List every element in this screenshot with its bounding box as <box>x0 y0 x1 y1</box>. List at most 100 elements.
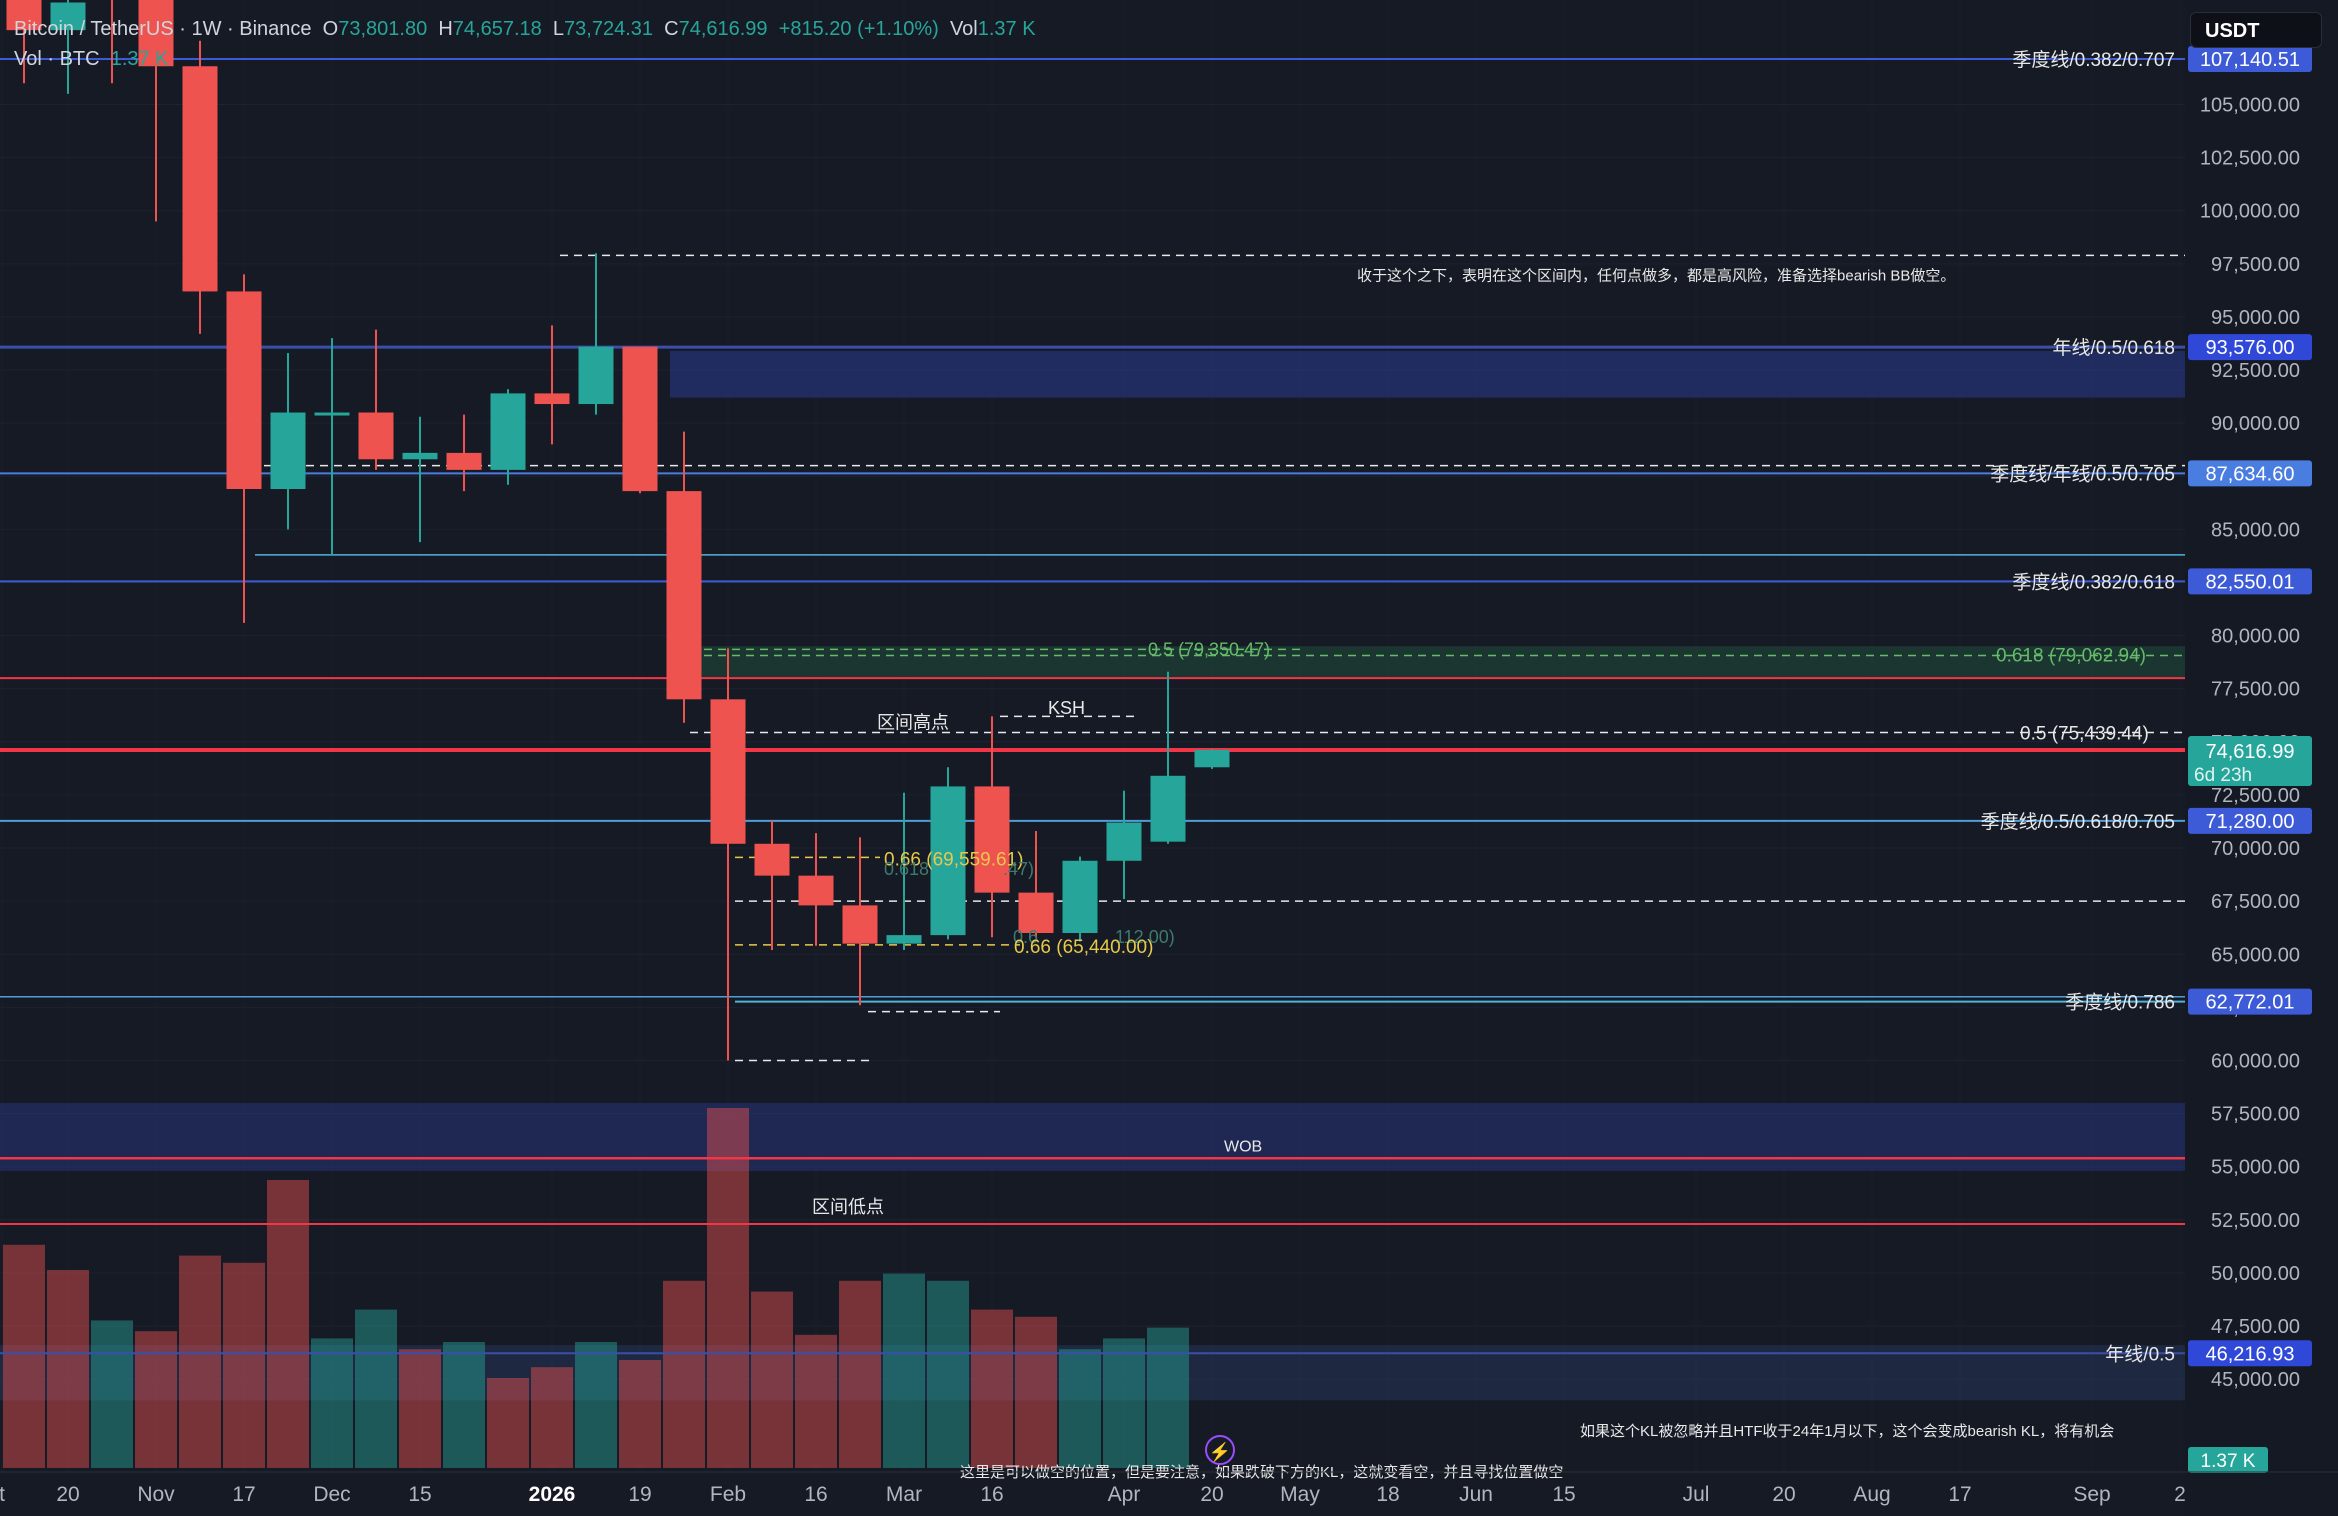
volume-indicator-value: 1.37 K <box>110 48 169 70</box>
price-tag[interactable] <box>2188 807 2312 834</box>
candle-body[interactable] <box>798 875 834 906</box>
volume-bar <box>707 1108 749 1468</box>
candle-body[interactable] <box>534 393 570 405</box>
price-tag[interactable] <box>2188 988 2312 1015</box>
candle-body[interactable] <box>402 452 438 460</box>
time-axis-label: Jun <box>1459 1483 1493 1506</box>
candle-body[interactable] <box>974 786 1010 893</box>
time-axis-label: Feb <box>710 1483 746 1506</box>
volume-bar <box>1103 1338 1145 1468</box>
price-axis-tick: 45,000.00 <box>2211 1369 2300 1391</box>
price-tag[interactable] <box>2188 568 2312 595</box>
yearly-zone-46k <box>0 1345 2185 1401</box>
price-tag[interactable] <box>2188 46 2312 73</box>
fib-0618-faded-label: 0.618 <box>884 859 929 879</box>
candle-body[interactable] <box>314 412 350 416</box>
volume-bar <box>47 1270 89 1468</box>
candle-body[interactable] <box>50 2 86 31</box>
currency-button[interactable]: USDT <box>2190 12 2322 48</box>
time-axis-label: Jul <box>1683 1483 1710 1506</box>
price-tag-value: 107,140.51 <box>2200 49 2300 71</box>
volume-bar <box>487 1378 529 1468</box>
flash-icon[interactable]: ⚡ <box>1205 1435 1235 1465</box>
level-label: 季度线/0.5/0.618/0.705 <box>1981 811 2175 833</box>
candle-body[interactable] <box>842 905 878 944</box>
price-axis-tick: 52,500.00 <box>2211 1210 2300 1232</box>
level-label: 年线/0.5 <box>2105 1343 2175 1365</box>
price-axis-tick: 50,000.00 <box>2211 1263 2300 1285</box>
wob-zone <box>0 1102 2185 1171</box>
candle-body[interactable] <box>138 0 174 67</box>
candle-body[interactable] <box>622 346 658 492</box>
candle-body[interactable] <box>1062 860 1098 934</box>
candle-body[interactable] <box>490 393 526 470</box>
time-axis-label: Aug <box>1853 1483 1890 1506</box>
price-tag-value: 71,280.00 <box>2206 811 2295 833</box>
symbol-label[interactable]: Bitcoin / TetherUS · 1W · Binance <box>14 18 312 40</box>
price-tag[interactable] <box>2188 460 2312 487</box>
time-axis-label: 16 <box>980 1483 1003 1506</box>
candle-body[interactable] <box>270 412 306 490</box>
ksh-label: KSH <box>1048 698 1085 718</box>
fib-06-faded-label: 0.6 <box>1013 927 1038 947</box>
candle-body[interactable] <box>182 66 218 292</box>
time-axis-label: 16 <box>804 1483 827 1506</box>
volume-row: Vol · BTC 1.37 K <box>14 44 1036 74</box>
time-axis-label: Dec <box>313 1483 350 1506</box>
fib-112-faded-label: 112.00) <box>1115 927 1175 947</box>
price-tag[interactable] <box>2188 1340 2312 1367</box>
time-axis-label: Sep <box>2073 1483 2110 1506</box>
candle-body[interactable] <box>930 786 966 936</box>
price-tag-value: 93,576.00 <box>2206 337 2295 359</box>
current-price-value: 74,616.99 <box>2206 741 2295 763</box>
price-tag[interactable] <box>2188 334 2312 361</box>
change-value: +815.20 (+1.10%) <box>778 18 939 40</box>
price-axis-tick: 77,500.00 <box>2211 679 2300 701</box>
level-label: 季度线/0.382/0.618 <box>2012 571 2175 593</box>
open-value: 73,801.80 <box>338 18 428 40</box>
price-tag-value: 62,772.01 <box>2206 992 2295 1014</box>
candle-body[interactable] <box>358 412 394 460</box>
candle-body[interactable] <box>754 843 790 876</box>
volume-bar <box>3 1244 45 1468</box>
volume-bar <box>135 1331 177 1468</box>
candle-body[interactable] <box>1018 892 1054 934</box>
volume-bar <box>179 1255 221 1468</box>
volume-bar <box>1015 1316 1057 1468</box>
candle-body[interactable] <box>1106 822 1142 861</box>
candle-body[interactable] <box>226 291 262 490</box>
volume-indicator-label[interactable]: Vol · BTC <box>14 48 100 70</box>
candle-body[interactable] <box>710 699 746 844</box>
fib-066-65440-label: 0.66 (65,440.00) <box>1014 937 1153 958</box>
volume-tag[interactable] <box>2188 1447 2268 1473</box>
volume-value: 1.37 K <box>977 18 1036 40</box>
chart-legend: Bitcoin / TetherUS · 1W · Binance O73,80… <box>14 14 1036 74</box>
volume-bar <box>531 1367 573 1468</box>
price-axis-tick: 65,000.00 <box>2211 944 2300 966</box>
volume-bar <box>399 1349 441 1468</box>
time-axis-label: May <box>1280 1483 1320 1506</box>
price-tag-value: 46,216.93 <box>2206 1343 2295 1365</box>
time-axis-label: 17 <box>232 1483 255 1506</box>
time-axis-label: Apr <box>1108 1483 1141 1506</box>
price-axis-tick: 70,000.00 <box>2211 838 2300 860</box>
time-axis-label: 2026 <box>529 1483 576 1506</box>
candle-body[interactable] <box>886 935 922 944</box>
current-price-tag[interactable] <box>2188 735 2312 786</box>
price-axis-tick: 105,000.00 <box>2200 94 2300 116</box>
ohlc-row: Bitcoin / TetherUS · 1W · Binance O73,80… <box>14 18 1036 40</box>
candle-body[interactable] <box>1150 775 1186 842</box>
low-value: 73,724.31 <box>564 18 653 40</box>
fib-zone-79k <box>690 646 2185 679</box>
volume-bar <box>267 1180 309 1468</box>
candle-body[interactable] <box>578 346 614 405</box>
fib-047-faded-label: .47) <box>1003 859 1034 879</box>
candle-body[interactable] <box>6 0 42 31</box>
time-axis-label: 15 <box>1552 1483 1575 1506</box>
candle-body[interactable] <box>1194 749 1230 768</box>
bar-countdown: 6d 23h <box>2194 765 2252 786</box>
volume-bar <box>663 1280 705 1468</box>
candle-body[interactable] <box>446 452 482 470</box>
candle-body[interactable] <box>666 491 702 700</box>
